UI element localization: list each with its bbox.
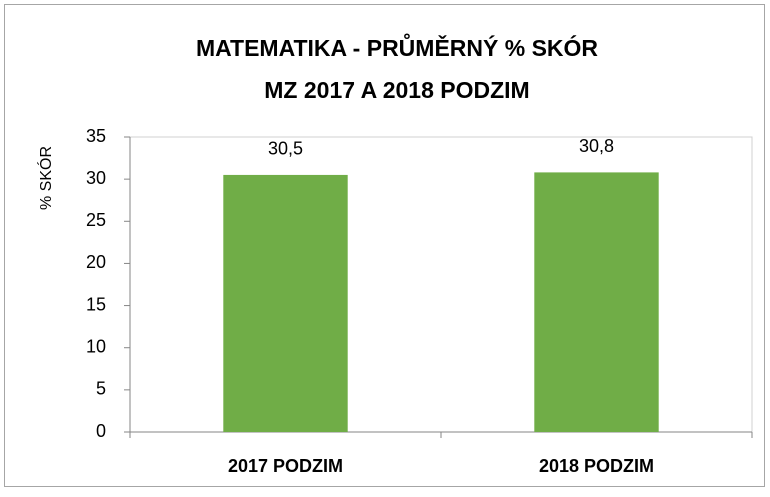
- x-tick-label: 2017 PODZIM: [228, 456, 343, 476]
- chart-subtitle: MZ 2017 A 2018 PODZIM: [264, 77, 529, 103]
- y-tick-label: 5: [96, 379, 106, 399]
- value-label: 30,8: [579, 136, 614, 156]
- y-tick-label: 35: [86, 126, 106, 146]
- y-tick-label: 10: [86, 336, 106, 356]
- y-tick-label: 20: [86, 252, 106, 272]
- bar: [534, 172, 659, 432]
- y-tick-label: 30: [86, 168, 106, 188]
- x-tick-label: 2018 PODZIM: [539, 456, 654, 476]
- y-tick-label: 15: [86, 294, 106, 314]
- chart-title: MATEMATIKA - PRŮMĚRNÝ % SKÓR: [196, 32, 598, 61]
- value-label: 30,5: [268, 139, 303, 159]
- y-axis-label: % SKÓR: [36, 146, 55, 210]
- y-tick-label: 0: [96, 421, 106, 441]
- y-tick-label: 25: [86, 210, 106, 230]
- bar: [223, 174, 348, 432]
